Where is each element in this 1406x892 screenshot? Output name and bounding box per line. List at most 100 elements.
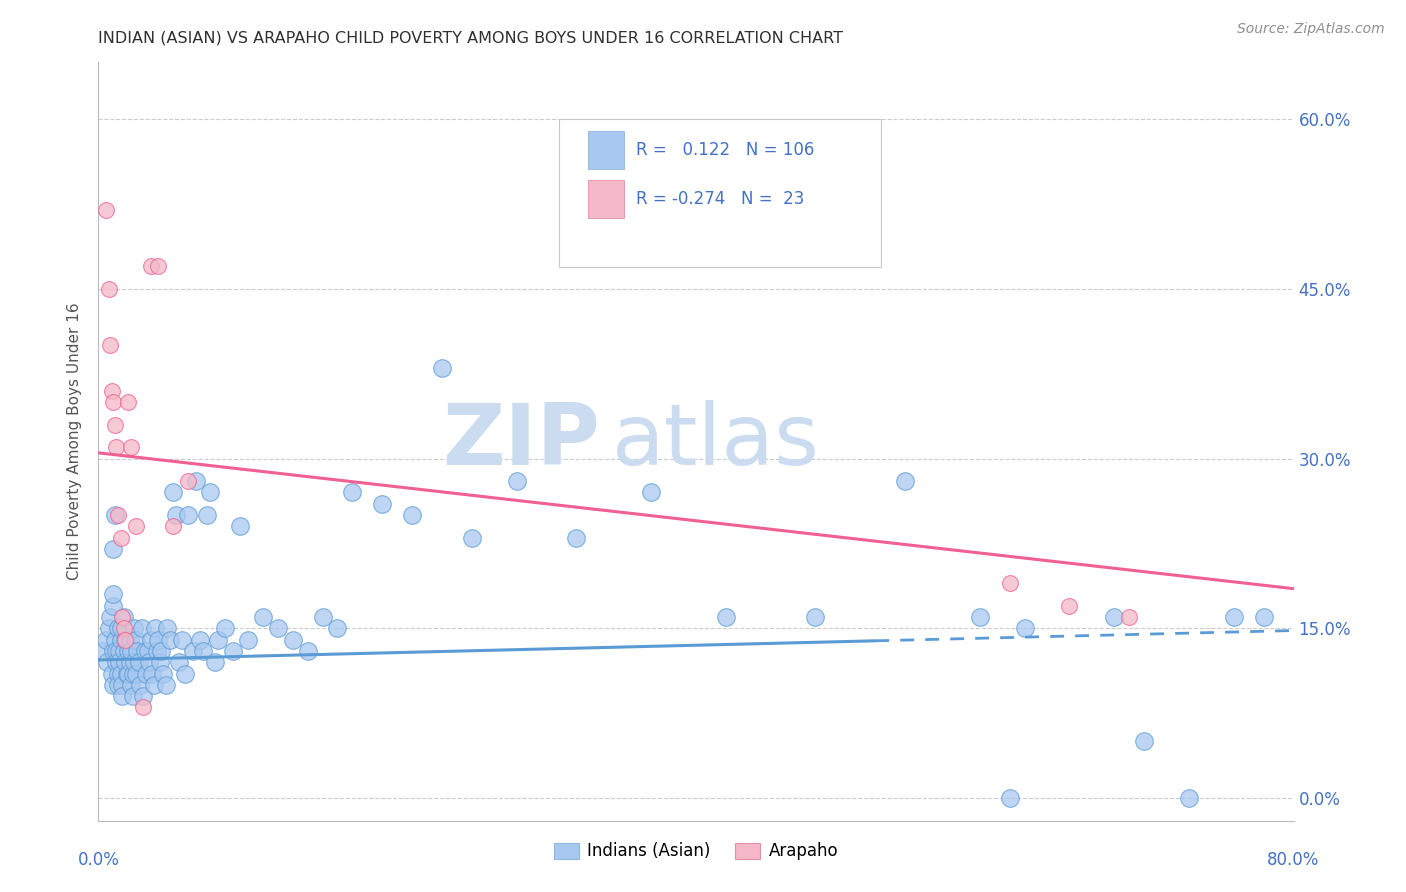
Point [110,632,132,647]
Point [191,644,214,658]
Text: INDIAN (ASIAN) VS ARAPAHO CHILD POVERTY AMONG BOYS UNDER 16 CORRELATION CHART: INDIAN (ASIAN) VS ARAPAHO CHILD POVERTY … [98,31,844,46]
Point [165,508,187,522]
FancyBboxPatch shape [589,130,624,169]
Point [181,644,204,658]
Point [152,666,174,681]
Point [118,632,141,647]
Point [1014,621,1036,635]
Point [267,621,290,635]
Point [107,678,129,692]
Point [103,678,125,692]
Point [142,678,165,692]
Point [998,791,1021,805]
Text: R = -0.274   N =  23: R = -0.274 N = 23 [637,190,804,208]
Point [506,474,529,488]
Point [111,689,134,703]
Point [1059,599,1081,613]
Point [125,632,148,647]
Point [128,655,150,669]
Point [114,655,136,669]
Point [97,621,120,635]
Point [105,655,128,669]
Text: atlas: atlas [613,400,820,483]
Point [110,621,132,635]
Point [167,655,190,669]
Point [252,610,274,624]
Point [105,644,128,658]
Point [139,632,162,647]
Point [229,519,252,533]
Point [103,599,125,613]
Point [188,632,211,647]
Point [121,666,143,681]
Point [162,519,184,533]
Point [131,621,153,635]
Point [129,678,152,692]
Point [103,542,125,557]
Point [714,610,737,624]
Point [222,644,245,658]
Point [125,519,148,533]
Point [207,632,229,647]
Point [998,576,1021,591]
Point [172,632,194,647]
Point [103,644,125,658]
Point [141,666,163,681]
Legend: Indians (Asian), Arapaho: Indians (Asian), Arapaho [547,836,845,867]
Point [104,508,127,522]
FancyBboxPatch shape [558,120,882,268]
Point [103,587,125,601]
Point [297,644,319,658]
Point [135,666,157,681]
Point [117,666,139,681]
Point [111,678,134,692]
Point [148,632,170,647]
Point [326,621,349,635]
Point [236,632,259,647]
Point [114,632,136,647]
Point [118,655,141,669]
Point [1133,734,1156,748]
Point [120,644,142,658]
Point [401,508,423,522]
Point [112,610,135,624]
Point [804,610,827,624]
Point [177,508,200,522]
Point [114,632,136,647]
Point [155,678,177,692]
Point [132,700,155,714]
Point [149,655,172,669]
Point [134,644,156,658]
Text: Source: ZipAtlas.com: Source: ZipAtlas.com [1237,22,1385,37]
Point [640,485,662,500]
Point [184,474,207,488]
Point [177,474,200,488]
Point [150,644,173,658]
Point [105,440,128,454]
Point [159,632,181,647]
Point [98,338,122,352]
Point [97,282,120,296]
Point [156,621,179,635]
Point [94,632,117,647]
Point [174,666,197,681]
Point [138,655,160,669]
Point [136,644,159,658]
Point [94,202,117,217]
Point [107,508,129,522]
Point [98,610,122,624]
Point [117,644,139,658]
Point [110,666,132,681]
Point [132,689,155,703]
Point [120,678,142,692]
Point [197,508,219,522]
Point [104,632,127,647]
Point [342,485,364,500]
Point [101,384,124,398]
Point [162,485,184,500]
Point [1253,610,1275,624]
Point [200,485,222,500]
Point [139,259,162,273]
Point [124,621,146,635]
Point [112,644,135,658]
